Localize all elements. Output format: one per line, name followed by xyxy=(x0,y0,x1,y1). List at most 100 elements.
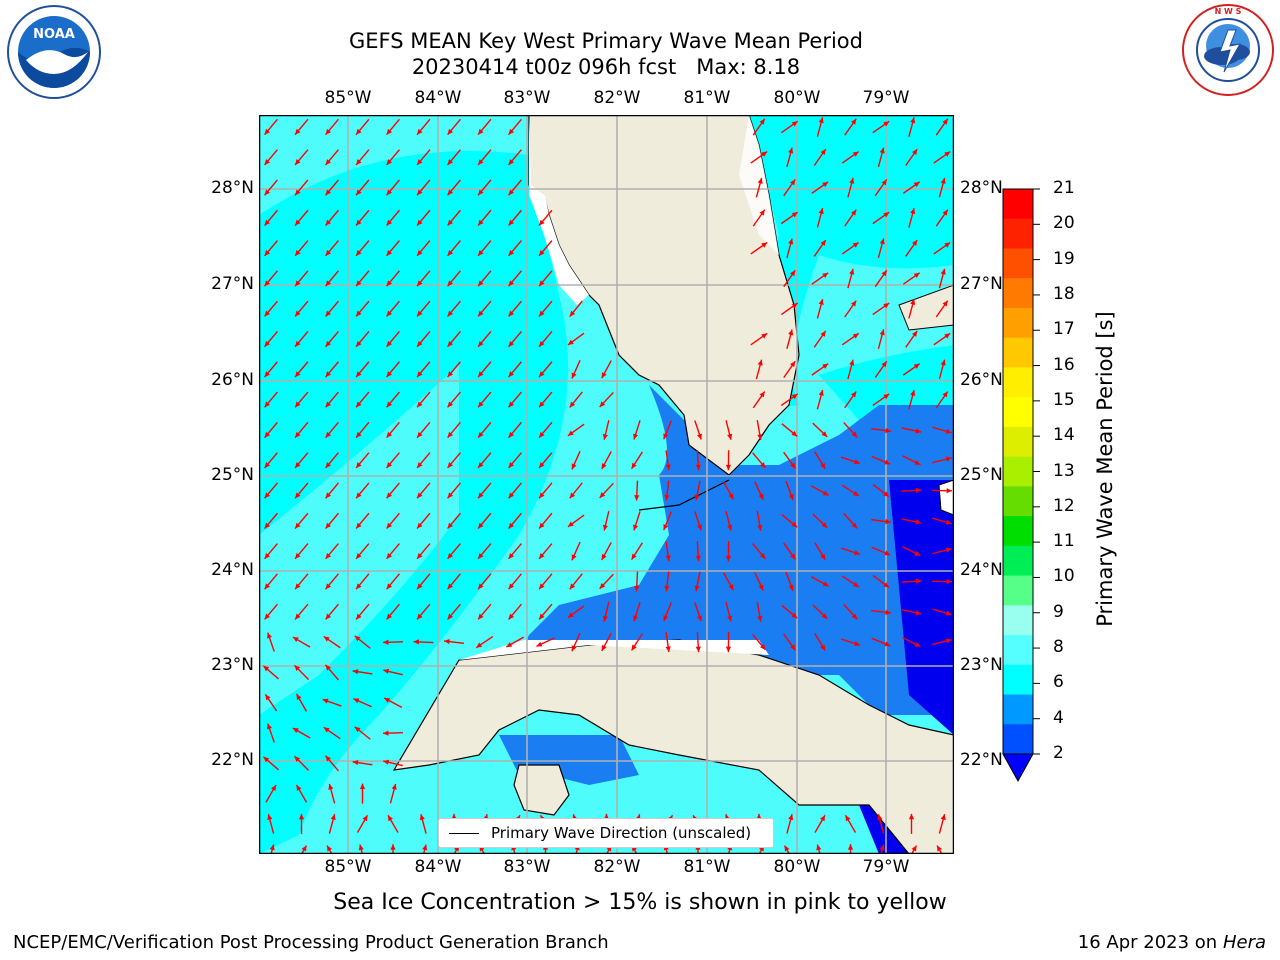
wave-arrow xyxy=(785,571,794,592)
wave-arrow xyxy=(352,669,373,675)
wave-arrow xyxy=(538,330,553,348)
wave-arrow xyxy=(938,359,946,380)
wave-arrow xyxy=(386,391,400,408)
wave-arrow xyxy=(294,573,309,590)
lat-label-left: 26°N xyxy=(211,370,254,390)
wave-arrow xyxy=(901,518,922,525)
wave-arrow xyxy=(386,452,400,469)
wave-arrow xyxy=(294,240,309,257)
wave-arrow xyxy=(294,361,309,378)
wave-arrow xyxy=(812,422,828,438)
wave-arrow xyxy=(840,547,861,556)
wave-arrow xyxy=(902,636,921,648)
wave-arrow xyxy=(294,118,309,136)
wave-arrow xyxy=(353,698,372,708)
wave-arrow xyxy=(694,511,702,531)
wave-arrow xyxy=(325,149,339,166)
wave-arrow xyxy=(325,179,339,196)
wave-arrow xyxy=(902,272,921,285)
wave-arrow xyxy=(416,179,431,196)
wave-arrow xyxy=(269,844,275,854)
wave-arrow xyxy=(665,450,671,471)
wave-arrow xyxy=(935,391,949,409)
lat-label-left: 24°N xyxy=(211,560,254,580)
colorbar-tick-label: 6 xyxy=(1053,672,1064,693)
wave-arrow xyxy=(389,783,397,804)
wave-arrow xyxy=(355,118,370,136)
colorbar-segment xyxy=(1003,426,1033,458)
lon-label-bottom: 85°W xyxy=(324,857,372,877)
wave-arrow xyxy=(750,332,768,346)
wave-arrow xyxy=(386,543,400,560)
wave-arrow xyxy=(780,211,799,225)
wave-arrow xyxy=(905,148,918,166)
wave-arrow xyxy=(508,300,522,317)
wave-arrow xyxy=(754,572,764,591)
wave-arrow xyxy=(599,391,614,408)
wave-arrow xyxy=(877,814,885,834)
wave-arrow xyxy=(908,298,916,319)
wave-arrow xyxy=(294,482,309,499)
wave-arrow xyxy=(325,512,339,530)
lat-label-right: 24°N xyxy=(960,560,1003,580)
legend-label: Primary Wave Direction (unscaled) xyxy=(491,824,752,842)
wave-arrow xyxy=(508,240,522,257)
wave-arrow xyxy=(933,332,951,346)
wave-arrow xyxy=(386,330,400,348)
colorbar-segment xyxy=(1003,575,1033,606)
wave-arrow xyxy=(264,421,278,439)
wave-arrow xyxy=(783,542,796,560)
wave-arrow xyxy=(382,730,404,736)
wave-arrow xyxy=(843,422,858,438)
wave-arrow xyxy=(294,391,309,408)
wave-arrow xyxy=(756,601,763,622)
wave-arrow xyxy=(264,694,278,712)
wave-arrow xyxy=(355,149,370,166)
wave-arrow xyxy=(599,573,614,590)
colorbar-tick-label: 17 xyxy=(1053,319,1075,340)
wave-arrow xyxy=(264,149,278,166)
colorbar-tick-label: 4 xyxy=(1053,707,1064,728)
wave-arrow xyxy=(447,421,461,439)
wave-arrow xyxy=(416,421,431,439)
wave-arrow xyxy=(355,603,370,620)
wave-arrow xyxy=(386,512,400,530)
wave-arrow xyxy=(416,149,431,166)
wave-arrow xyxy=(814,451,826,470)
wave-arrow xyxy=(571,632,581,652)
wave-arrow xyxy=(295,784,308,803)
wave-arrow xyxy=(872,302,890,316)
wave-arrow xyxy=(905,239,918,257)
wave-arrow xyxy=(841,241,860,255)
graticule xyxy=(259,115,954,854)
wave-arrow xyxy=(292,727,311,739)
wave-arrow xyxy=(877,238,885,259)
wave-arrow xyxy=(413,639,434,645)
wave-arrow xyxy=(447,482,461,499)
wave-arrow xyxy=(355,240,370,257)
wave-arrow xyxy=(664,480,670,501)
wave-arrow xyxy=(847,268,855,289)
wave-arrow xyxy=(844,814,857,833)
wave-arrow xyxy=(872,393,890,407)
wave-arrow xyxy=(355,452,370,469)
wave-arrow xyxy=(665,632,671,653)
wave-arrow xyxy=(538,543,553,560)
wave-arrow xyxy=(634,571,640,592)
wave-arrow xyxy=(416,603,431,620)
colorbar-segment xyxy=(1003,367,1033,398)
wave-arrow xyxy=(538,270,553,287)
wave-arrow xyxy=(264,391,278,408)
wave-arrow xyxy=(752,633,766,651)
wave-arrow xyxy=(447,543,461,560)
wave-arrow xyxy=(292,636,311,648)
nws-logo: N W S xyxy=(1182,4,1274,96)
wave-arrow xyxy=(814,814,826,833)
wave-arrow xyxy=(538,209,553,227)
wave-arrow xyxy=(902,363,921,376)
colorbar-tick-label: 12 xyxy=(1053,495,1075,516)
wave-arrow xyxy=(443,638,465,645)
wave-arrow xyxy=(355,543,370,560)
wave-arrow xyxy=(294,421,309,439)
wave-arrow xyxy=(665,541,671,562)
